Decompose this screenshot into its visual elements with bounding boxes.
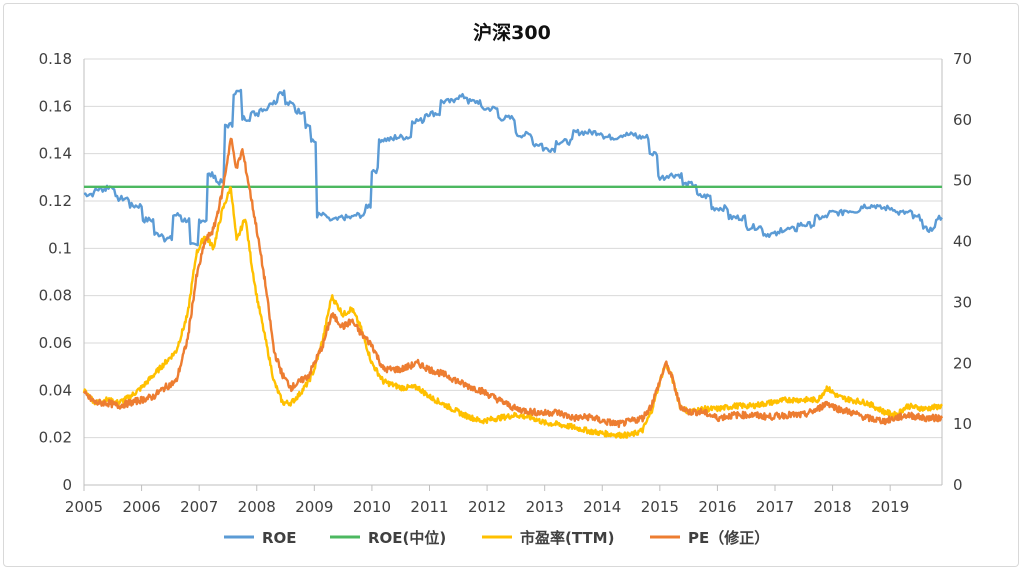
legend-label: 市盈率(TTM) — [520, 529, 614, 547]
y-left-tick-label: 0.14 — [39, 145, 72, 163]
x-tick-label: 2018 — [813, 498, 851, 516]
chart-frame — [3, 3, 1019, 567]
y-right-tick-label: 20 — [953, 354, 972, 372]
y-left-tick-label: 0.18 — [39, 50, 72, 68]
y-right-tick-label: 40 — [953, 233, 972, 251]
y-left-tick-label: 0.16 — [39, 97, 72, 115]
x-tick-label: 2017 — [756, 498, 794, 516]
x-tick-label: 2006 — [122, 498, 160, 516]
x-tick-label: 2010 — [353, 498, 391, 516]
x-tick-label: 2016 — [698, 498, 736, 516]
chart-title: 沪深300 — [473, 21, 551, 44]
x-tick-label: 2019 — [871, 498, 909, 516]
y-right-tick-label: 50 — [953, 172, 972, 190]
series-lines — [82, 88, 944, 439]
legend-label: ROE — [262, 529, 297, 547]
series-line-0 — [83, 88, 943, 247]
x-tick-label: 2005 — [65, 498, 103, 516]
legend-label: ROE(中位) — [368, 529, 446, 547]
x-tick-label: 2015 — [641, 498, 679, 516]
series-line-2 — [82, 186, 943, 439]
y-right-tick-label: 60 — [953, 111, 972, 129]
y-left-tick-label: 0.06 — [39, 334, 72, 352]
y-left-tick-label: 0.08 — [39, 287, 72, 305]
x-tick-label: 2013 — [526, 498, 564, 516]
y-left-tick-label: 0.12 — [39, 192, 72, 210]
y-left-tick-label: 0.1 — [48, 239, 72, 257]
legend: ROE ROE(中位) 市盈率(TTM) PE（修正） — [224, 529, 769, 547]
x-tick-label: 2014 — [583, 498, 621, 516]
y-left-tick-label: 0.04 — [39, 381, 72, 399]
x-tick-label: 2007 — [180, 498, 218, 516]
axes: 0 0.02 0.04 0.06 0.08 0.1 0.12 0.14 0.16 0.18 0 10 2… — [39, 50, 973, 516]
y-right-tick-label: 70 — [953, 50, 972, 68]
legend-label: PE（修正） — [688, 529, 769, 547]
y-right-tick-label: 0 — [953, 476, 963, 494]
grid-lines — [84, 58, 942, 439]
x-tick-label: 2011 — [410, 498, 448, 516]
y-left-tick-label: 0 — [62, 476, 72, 494]
y-right-tick-label: 30 — [953, 293, 972, 311]
y-left-tick-label: 0.02 — [39, 429, 72, 447]
x-tick-label: 2012 — [468, 498, 506, 516]
x-tick-label: 2008 — [238, 498, 276, 516]
y-right-tick-label: 10 — [953, 415, 972, 433]
x-tick-label: 2009 — [295, 498, 333, 516]
series-line-3 — [83, 137, 944, 429]
